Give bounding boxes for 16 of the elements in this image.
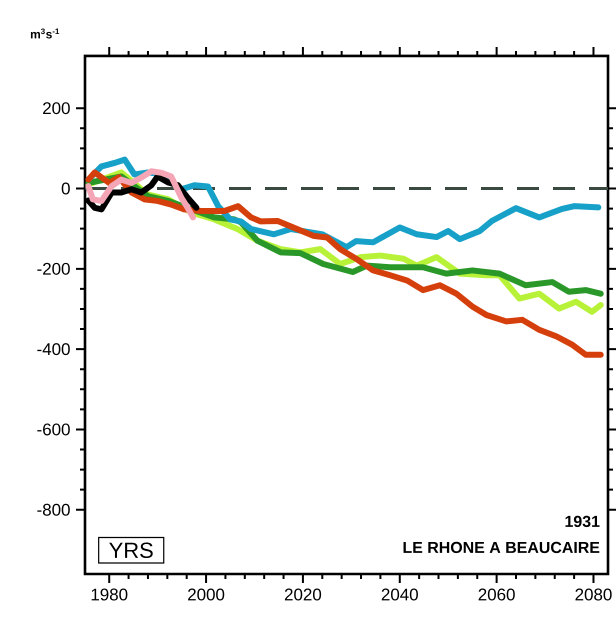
x-tick-label: 2000 (188, 588, 224, 601)
y-tick-label: -800 (37, 504, 70, 516)
annotation: LE RHONE A BEAUCAIRE (404, 542, 600, 554)
x-tick-label: 2040 (382, 588, 418, 601)
y-tick-label: 200 (43, 102, 70, 114)
x-tick-label: 2020 (284, 588, 322, 601)
x-tick-label: 2060 (478, 588, 515, 601)
x-tick-label: 2080 (576, 588, 612, 601)
y-axis-title: m$^{3}$s$^{-1}$ (30, 28, 60, 38)
y-tick-label: -600 (37, 423, 70, 436)
y-tick-label: -200 (37, 262, 70, 275)
y-tick-label: 0 (62, 182, 70, 195)
annotation: 1931 (566, 516, 600, 528)
annotation: YRS (109, 542, 153, 558)
x-tick-label: 1980 (92, 588, 128, 601)
y-tick-label: -400 (37, 343, 70, 356)
